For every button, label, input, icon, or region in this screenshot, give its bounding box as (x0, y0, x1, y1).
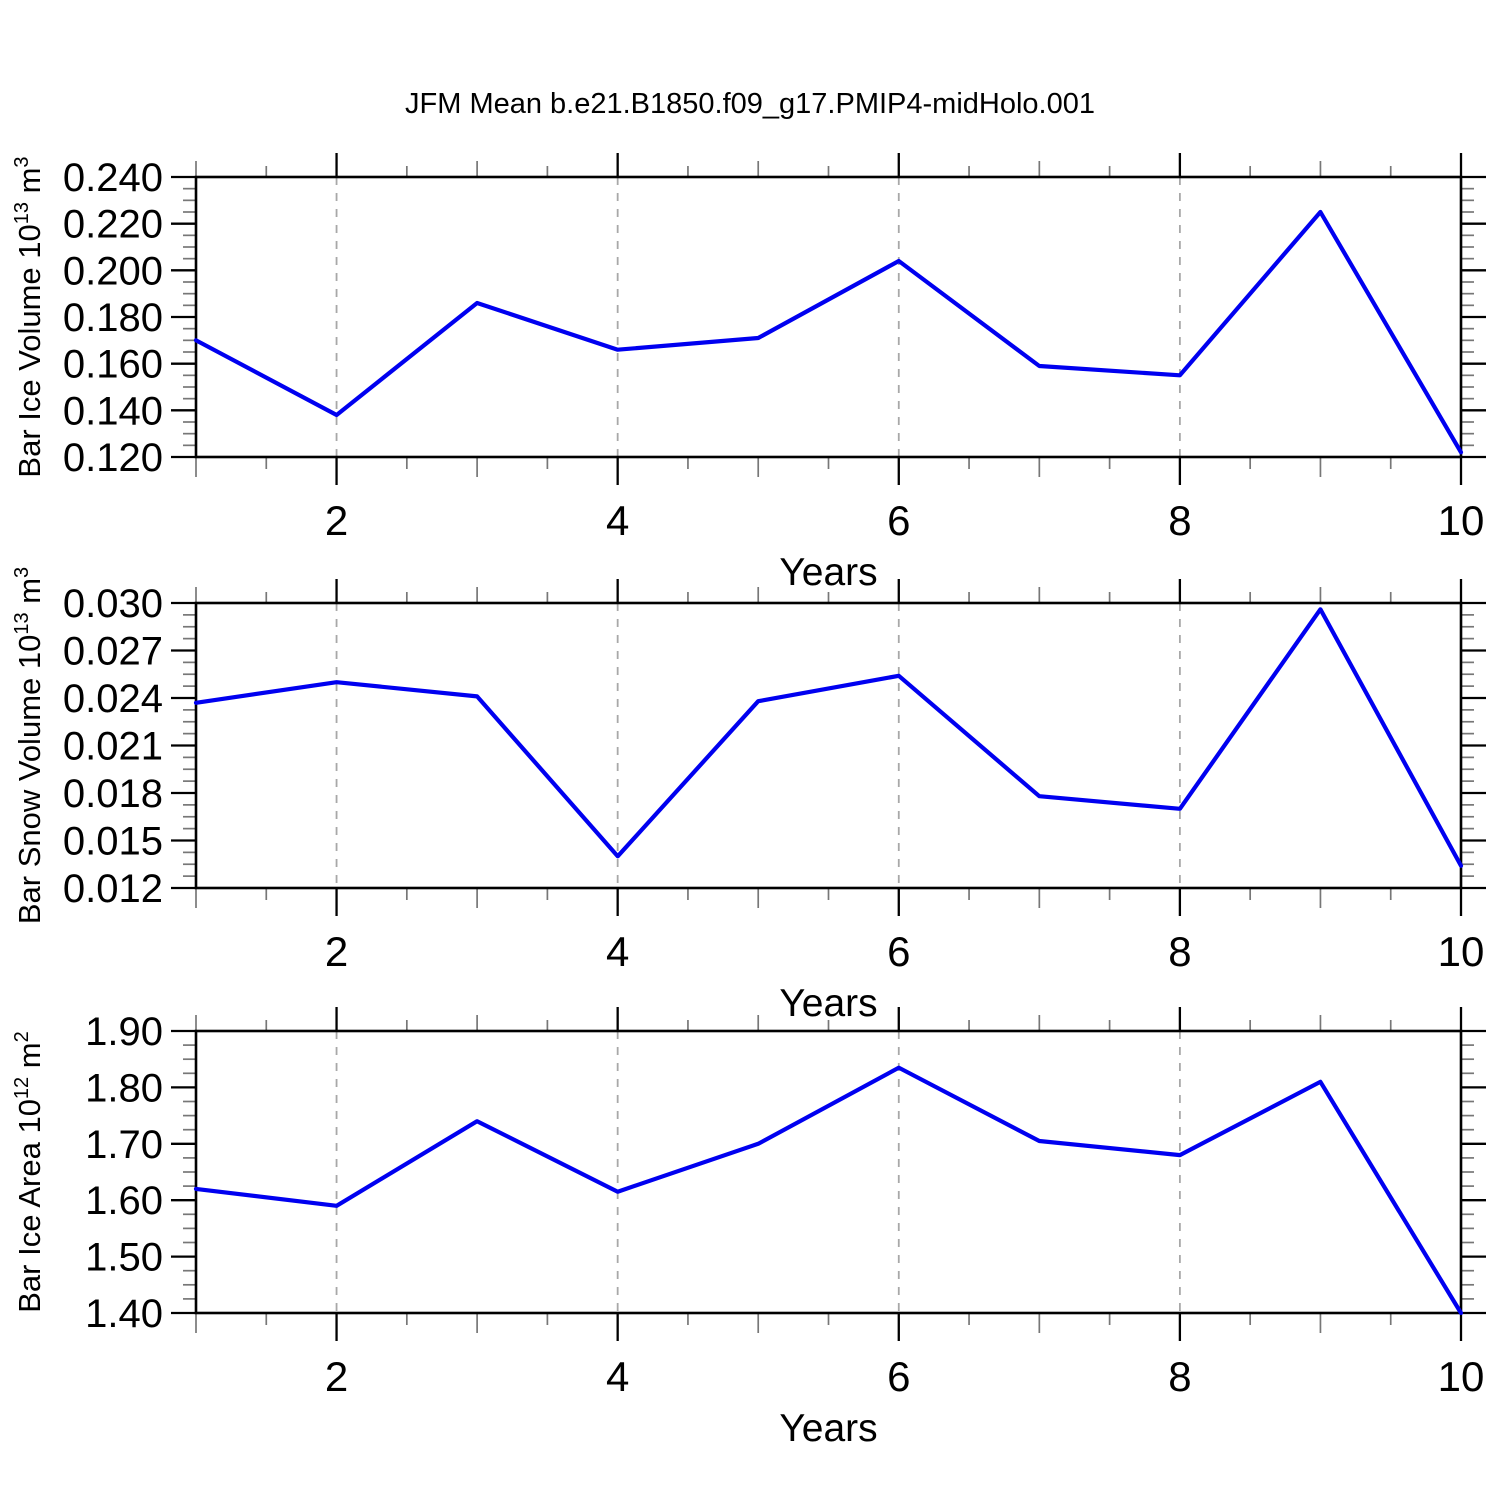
y-tick-label: 1.90 (85, 1010, 163, 1054)
x-tick-label: 8 (1168, 928, 1191, 975)
x-tick-label: 4 (606, 928, 629, 975)
y-tick-label: 1.50 (85, 1236, 163, 1280)
x-tick-label: 4 (606, 1353, 629, 1400)
y-tick-label: 1.70 (85, 1123, 163, 1167)
y-tick-label: 0.200 (63, 249, 163, 293)
bar-snow-volume-line (193, 607, 1464, 868)
x-tick-label: 8 (1168, 1353, 1191, 1400)
y-tick-label: 0.015 (63, 820, 163, 864)
y-tick-label: 1.40 (85, 1292, 163, 1336)
x-tick-label: 2 (325, 1353, 348, 1400)
panel-bar-ice-area: 1.40 1.50 1.60 1.70 1.80 1.90 2 4 6 8 10 Years Bar I… (11, 1007, 1486, 1450)
x-axis-label: Years (779, 1407, 877, 1450)
x-tick-label: 10 (1438, 928, 1485, 975)
y-tick-label: 0.240 (63, 156, 163, 200)
y-tick-label: 1.80 (85, 1066, 163, 1110)
y-tick-label: 0.027 (63, 630, 163, 674)
y-axis-label: Bar Ice Volume 1013 m3 (11, 156, 47, 477)
y-tick-label: 0.120 (63, 436, 163, 480)
x-tick-label: 6 (887, 928, 910, 975)
x-tick-label: 6 (887, 1353, 910, 1400)
y-tick-label: 0.012 (63, 867, 163, 911)
x-tick-label: 10 (1438, 497, 1485, 544)
y-tick-label: 0.180 (63, 296, 163, 340)
y-tick-label: 0.220 (63, 203, 163, 247)
x-axis-label: Years (779, 551, 877, 594)
x-tick-label: 8 (1168, 497, 1191, 544)
y-axis-label: Bar Snow Volume 1013 m3 (11, 567, 47, 924)
plot-box (194, 1029, 1463, 1315)
plot-box (194, 601, 1463, 890)
bar-ice-volume-line (193, 209, 1464, 455)
x-tick-label: 2 (325, 928, 348, 975)
bar-ice-area-line (193, 1065, 1464, 1316)
chart-title: JFM Mean b.e21.B1850.f09_g17.PMIP4-midHo… (405, 88, 1095, 120)
y-tick-label: 0.024 (63, 677, 163, 721)
x-tick-label: 2 (325, 497, 348, 544)
y-tick-label: 0.018 (63, 772, 163, 816)
x-tick-label: 4 (606, 497, 629, 544)
y-tick-label: 0.140 (63, 389, 163, 433)
y-tick-label: 0.021 (63, 725, 163, 769)
y-tick-label: 1.60 (85, 1179, 163, 1223)
x-tick-label: 6 (887, 497, 910, 544)
y-axis-label: Bar Ice Area 1012 m2 (11, 1031, 47, 1313)
y-tick-label: 0.030 (63, 582, 163, 626)
x-axis-label: Years (779, 982, 877, 1025)
plot-box (194, 175, 1463, 459)
x-tick-label: 10 (1438, 1353, 1485, 1400)
y-tick-label: 0.160 (63, 343, 163, 387)
